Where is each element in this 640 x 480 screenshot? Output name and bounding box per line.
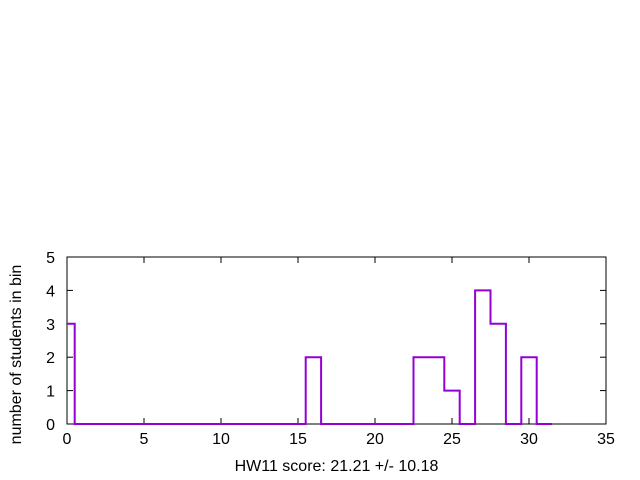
histogram-bin-8 <box>491 323 506 325</box>
y-tick-label-0: 0 <box>46 417 55 434</box>
plot-frame <box>66 256 607 425</box>
histogram-bin-11 <box>537 423 552 425</box>
y-tick-label-2: 2 <box>46 350 55 367</box>
x-tick-label-2: 10 <box>212 431 230 448</box>
histogram-bin-5 <box>444 390 459 392</box>
y-tick-label-3: 3 <box>46 317 55 334</box>
x-tick-label-3: 15 <box>289 431 307 448</box>
histogram-bin-6 <box>460 423 475 425</box>
y-tick-label-5: 5 <box>46 250 55 267</box>
x-tick-label-7: 35 <box>597 431 615 448</box>
histogram-bin-3 <box>321 423 413 425</box>
x-tick-label-0: 0 <box>63 431 72 448</box>
x-axis-label: HW11 score: 21.21 +/- 10.18 <box>235 458 439 475</box>
histogram-bin-10 <box>521 356 536 358</box>
ticks-layer: 0 5 10 15 20 25 30 35 0 1 2 3 4 5 <box>46 250 615 448</box>
histogram-bin-1 <box>75 423 306 425</box>
y-tick-label-1: 1 <box>46 384 55 401</box>
histogram-bin-7 <box>475 289 490 291</box>
series-layer <box>67 289 553 425</box>
x-tick-label-4: 20 <box>366 431 384 448</box>
histogram-step-line <box>67 289 553 425</box>
x-tick-label-5: 25 <box>443 431 461 448</box>
histogram-bin-0 <box>67 323 75 325</box>
y-tick-label-4: 4 <box>46 283 55 300</box>
x-tick-label-6: 30 <box>520 431 538 448</box>
x-tick-label-1: 5 <box>140 431 149 448</box>
histogram-bin-9 <box>506 423 521 425</box>
histogram-bin-4 <box>414 356 445 358</box>
y-axis-label: number of students in bin <box>8 265 25 445</box>
histogram-bin-2 <box>306 356 321 358</box>
